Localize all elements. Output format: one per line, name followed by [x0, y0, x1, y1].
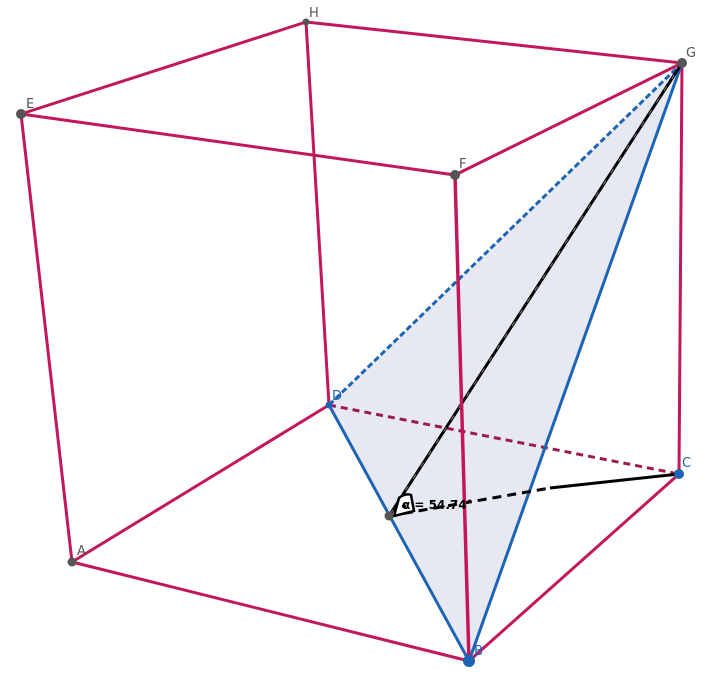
vertex-a[interactable]	[67, 557, 77, 567]
vertex-b[interactable]	[463, 655, 475, 667]
plane-edge-dg	[327, 61, 684, 407]
edge-fb	[453, 174, 471, 662]
edge-ad	[71, 403, 330, 564]
edge-ae	[19, 113, 74, 563]
plane-edge-bg	[467, 62, 684, 662]
edge-fg	[454, 61, 683, 177]
label-e: E	[26, 97, 34, 112]
plane-bdg	[329, 63, 682, 661]
label-b: B	[474, 644, 483, 659]
angle-label: α = 54.74°	[402, 498, 473, 512]
line-gm-dash	[388, 62, 683, 517]
label-h: H	[309, 6, 319, 21]
edge-hg	[305, 20, 683, 65]
vertex-c[interactable]	[674, 469, 684, 479]
vertex-f[interactable]	[450, 170, 460, 180]
edge-dh	[304, 21, 331, 406]
label-g: G	[686, 46, 696, 61]
line-mc-solid	[549, 472, 680, 490]
edge-ab	[71, 560, 470, 663]
angle-dot	[402, 504, 406, 508]
label-d: D	[332, 389, 342, 404]
vertex-m[interactable]	[384, 511, 394, 521]
vertex-g[interactable]	[677, 58, 687, 68]
label-a: A	[77, 544, 86, 559]
vertex-h[interactable]	[302, 18, 310, 26]
plane-edge-bd	[327, 404, 471, 662]
vertex-d[interactable]	[325, 401, 333, 409]
edge-cg	[677, 62, 684, 475]
vertex-e[interactable]	[16, 109, 26, 119]
line-mc-dashed	[388, 486, 551, 518]
edge-cb	[468, 472, 680, 663]
label-c: C	[682, 456, 691, 471]
edge-eh	[20, 20, 307, 116]
edge-ef	[20, 112, 456, 177]
label-f: F	[459, 157, 466, 172]
